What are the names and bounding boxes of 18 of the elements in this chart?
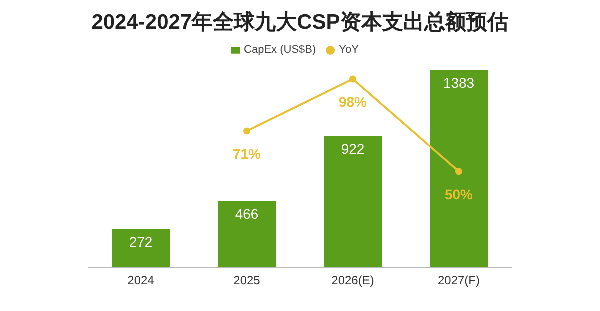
data-label: 272 xyxy=(129,234,153,250)
data-label: 922 xyxy=(341,140,365,157)
legend-label: CapEx (US$B) xyxy=(244,44,316,56)
data-label: 50% xyxy=(444,186,474,203)
x-tick-label: 2026(E) xyxy=(332,274,374,288)
x-tick-label: 2025 xyxy=(234,274,261,288)
x-tick-label: 2024 xyxy=(128,274,155,288)
bar xyxy=(218,201,276,268)
data-label: 466 xyxy=(235,206,259,222)
chart-title: 2024-2027年全球九大CSP资本支出总额预估 xyxy=(90,10,510,36)
data-label: 71% xyxy=(232,146,262,162)
bar xyxy=(324,136,382,268)
x-tick-label: 2027(F) xyxy=(438,274,480,288)
data-label: 98% xyxy=(338,94,368,110)
legend-label: YoY xyxy=(339,44,359,56)
bar xyxy=(430,70,488,268)
data-label: 1383 xyxy=(443,74,475,91)
bar xyxy=(112,229,170,268)
